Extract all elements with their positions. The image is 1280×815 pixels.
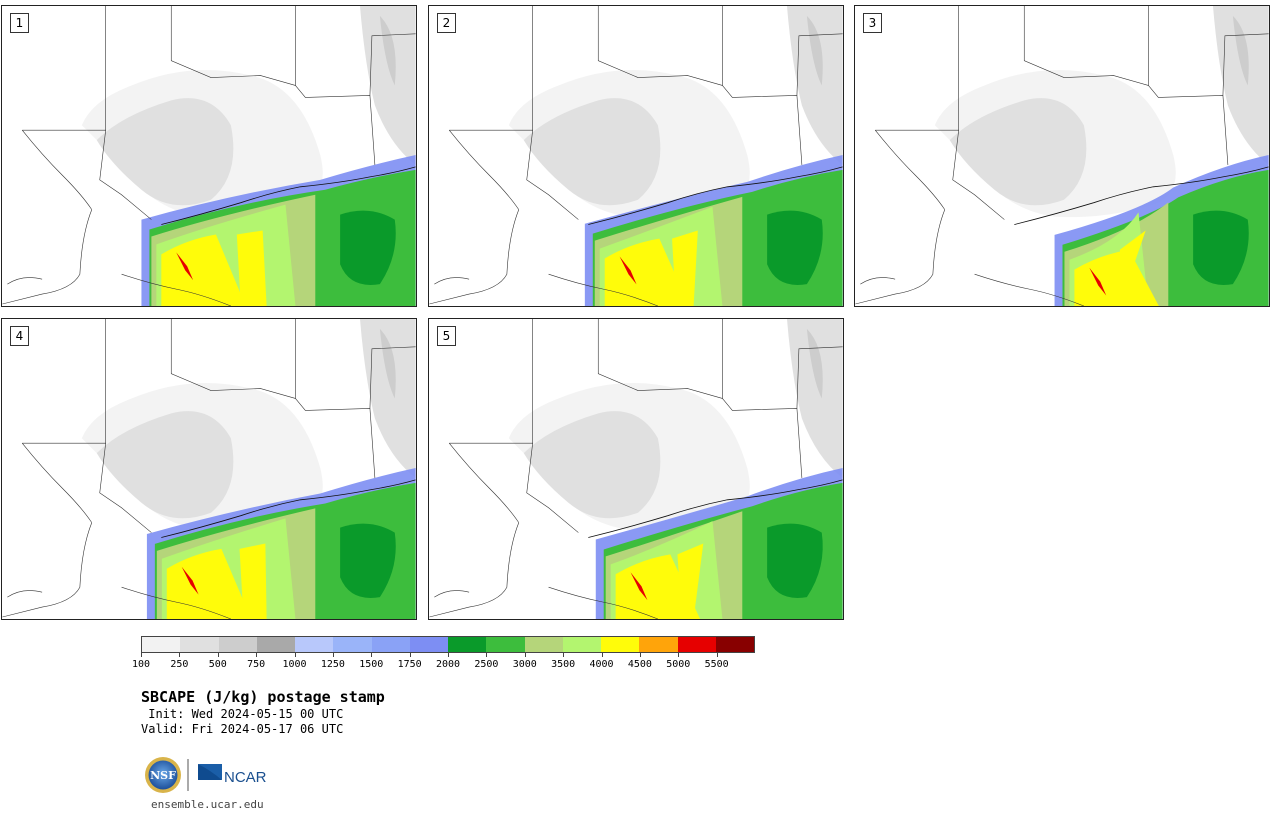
cape-field [508, 6, 843, 306]
colorbar-swatch [562, 637, 601, 652]
colorbar-swatch [524, 637, 563, 652]
colorbar-tick [409, 653, 411, 657]
colorbar-tick [601, 653, 603, 657]
colorbar-tick [486, 653, 488, 657]
colorbar-tick [332, 653, 334, 657]
ncar-logo-icon: NCAR [198, 764, 267, 786]
state-borders [429, 6, 843, 306]
colorbar-tick-label: 4500 [627, 659, 652, 670]
colorbar-tick-label: 3000 [512, 659, 537, 670]
colorbar-swatch [256, 637, 295, 652]
sbcape-map [2, 6, 416, 306]
member-number-label: 1 [10, 13, 29, 33]
colorbar-tick [256, 653, 258, 657]
colorbar-tick [179, 653, 181, 657]
colorbar-swatch [409, 637, 448, 652]
colorbar-swatch [371, 637, 410, 652]
colorbar-swatch [218, 637, 257, 652]
chart-title: SBCAPE (J/kg) postage stamp [141, 688, 385, 706]
sbcape-map [429, 6, 843, 306]
colorbar-swatch [486, 637, 525, 652]
colorbar-swatch [295, 637, 334, 652]
colorbar-swatch [448, 637, 487, 652]
nsf-ncar-logo: NSF NCAR [145, 757, 267, 793]
ensemble-member-map-2: 2 [428, 5, 844, 307]
coastline [1014, 166, 1269, 225]
sbcape-colorbar [141, 636, 755, 653]
coastline [588, 166, 843, 225]
sbcape-map [429, 319, 843, 619]
nsf-seal-text: NSF [150, 769, 176, 782]
colorbar-tick-label: 750 [247, 659, 266, 670]
colorbar-swatch [715, 637, 754, 652]
colorbar-tick [217, 653, 219, 657]
colorbar-tick [371, 653, 373, 657]
colorbar-swatch [677, 637, 716, 652]
state-borders [2, 319, 416, 619]
sbcape-map [2, 319, 416, 619]
state-borders [2, 6, 416, 306]
colorbar-tick [141, 653, 142, 657]
state-borders [855, 6, 1269, 306]
ensemble-member-map-5: 5 [428, 318, 844, 620]
cape-field [81, 319, 416, 619]
colorbar-tick-label: 1500 [359, 659, 384, 670]
colorbar-tick [639, 653, 641, 657]
coastline [588, 479, 843, 538]
coastline [161, 479, 416, 538]
colorbar-tick-label: 500 [208, 659, 227, 670]
colorbar-tick-label: 4000 [589, 659, 614, 670]
colorbar-tick [678, 653, 680, 657]
colorbar-tick-label: 1000 [282, 659, 307, 670]
coastline [161, 166, 416, 225]
ensemble-member-map-3: 3 [854, 5, 1270, 307]
colorbar-swatch [180, 637, 219, 652]
footer-url: ensemble.ucar.edu [151, 798, 264, 811]
ncar-logo-text: NCAR [224, 769, 267, 786]
colorbar-swatch [142, 637, 181, 652]
colorbar-swatch [639, 637, 678, 652]
colorbar-tick [716, 653, 718, 657]
member-number-label: 5 [437, 326, 456, 346]
cape-field [81, 6, 416, 306]
colorbar-tick-label: 2500 [474, 659, 499, 670]
valid-time: Valid: Fri 2024-05-17 06 UTC [141, 722, 344, 736]
colorbar-tick [524, 653, 526, 657]
colorbar-tick-label: 1750 [397, 659, 422, 670]
colorbar-tick [294, 653, 296, 657]
ensemble-member-map-4: 4 [1, 318, 417, 620]
cape-field [508, 319, 843, 619]
ensemble-member-map-1: 1 [1, 5, 417, 307]
colorbar-tick [448, 653, 449, 657]
colorbar-tick-label: 1250 [320, 659, 345, 670]
member-number-label: 4 [10, 326, 29, 346]
colorbar-tick-label: 5500 [704, 659, 729, 670]
colorbar-tick-label: 2000 [435, 659, 461, 670]
colorbar-tick-label: 100 [131, 659, 151, 670]
nsf-seal-icon: NSF [145, 757, 181, 793]
state-borders [429, 319, 843, 619]
colorbar-tick-label: 250 [170, 659, 189, 670]
sbcape-map [855, 6, 1269, 306]
init-time: Init: Wed 2024-05-15 00 UTC [141, 707, 344, 721]
colorbar-tick-label: 5000 [666, 659, 691, 670]
member-number-label: 2 [437, 13, 456, 33]
colorbar-tick [563, 653, 565, 657]
colorbar-tick-labels: 100 250 500 750 1000 1250 1500 1750 2000 2500 3000… [132, 653, 755, 673]
cape-field [934, 6, 1269, 306]
colorbar-swatch [601, 637, 640, 652]
colorbar-tick-label: 3500 [551, 659, 576, 670]
colorbar-swatch [333, 637, 372, 652]
member-number-label: 3 [863, 13, 882, 33]
